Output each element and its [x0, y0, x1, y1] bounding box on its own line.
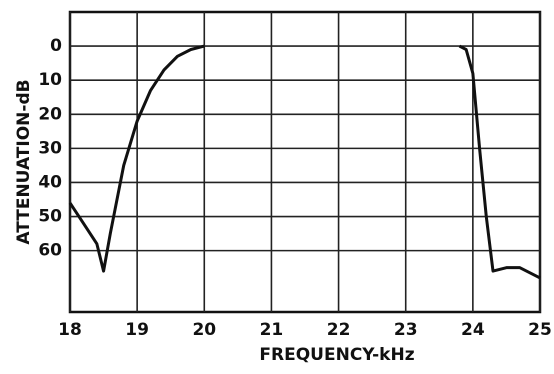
- y-tick-label: 20: [38, 104, 62, 124]
- x-tick-label: 24: [461, 320, 485, 340]
- y-tick-label: 50: [38, 207, 62, 227]
- y-tick-label: 10: [38, 70, 62, 90]
- data-line: [68, 44, 541, 280]
- x-tick-label: 21: [260, 320, 284, 340]
- x-tick-label: 19: [125, 320, 149, 340]
- y-tick-label: 40: [38, 172, 62, 192]
- x-tick-label: 20: [192, 320, 216, 340]
- x-tick-label: 22: [327, 320, 351, 340]
- x-tick-label: 25: [528, 320, 552, 340]
- y-tick-label: 30: [38, 138, 62, 158]
- x-tick-label: 18: [58, 320, 82, 340]
- x-tick-label: 23: [394, 320, 418, 340]
- y-axis-label: ATTENUATION-dB: [14, 79, 34, 244]
- x-axis-label: FREQUENCY-kHz: [259, 345, 414, 365]
- y-tick-label: 60: [38, 241, 62, 261]
- y-tick-label: 0: [50, 36, 62, 56]
